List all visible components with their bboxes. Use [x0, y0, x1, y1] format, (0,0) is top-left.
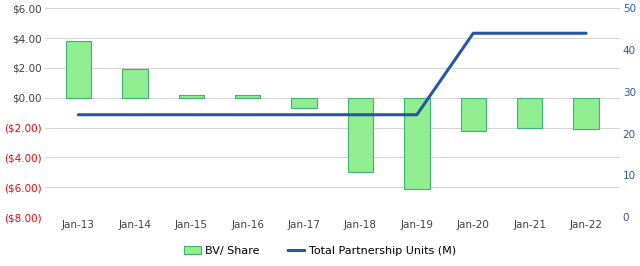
Bar	[179, 95, 204, 98]
Bar	[235, 95, 260, 98]
Bar	[461, 98, 486, 131]
Bar	[517, 98, 542, 128]
Bar	[66, 41, 91, 98]
Bar	[573, 98, 599, 129]
Bar	[404, 98, 429, 189]
Bar	[122, 69, 147, 98]
Bar	[291, 98, 317, 108]
Legend: BV/ Share, Total Partnership Units (M): BV/ Share, Total Partnership Units (M)	[180, 242, 460, 260]
Bar	[348, 98, 373, 172]
